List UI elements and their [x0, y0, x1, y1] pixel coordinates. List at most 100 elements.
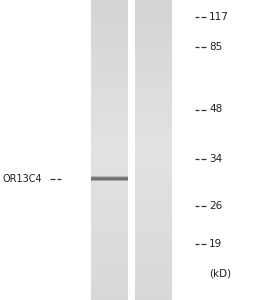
Bar — [135, 185, 172, 190]
Bar — [91, 160, 128, 165]
Bar — [91, 176, 128, 177]
Bar — [91, 270, 128, 275]
Bar — [135, 260, 172, 265]
Bar — [91, 85, 128, 90]
Bar — [135, 85, 172, 90]
Bar — [91, 180, 128, 185]
Bar — [135, 20, 172, 25]
Bar — [135, 230, 172, 235]
Bar — [91, 30, 128, 35]
Bar — [91, 45, 128, 50]
Bar — [91, 15, 128, 20]
Bar — [91, 240, 128, 245]
Bar — [135, 110, 172, 115]
Bar — [135, 150, 172, 155]
Bar — [91, 110, 128, 115]
Bar — [91, 179, 128, 180]
Bar — [91, 10, 128, 15]
Bar — [135, 115, 172, 120]
Bar — [91, 210, 128, 215]
Bar — [91, 60, 128, 65]
Bar — [135, 15, 172, 20]
Bar — [91, 95, 128, 100]
Bar — [91, 179, 128, 180]
Bar — [91, 145, 128, 150]
Bar — [135, 45, 172, 50]
Bar — [135, 135, 172, 140]
Bar — [91, 135, 128, 140]
Bar — [91, 215, 128, 220]
Bar — [91, 295, 128, 300]
Bar — [91, 170, 128, 175]
Bar — [91, 178, 128, 179]
Bar — [135, 70, 172, 75]
Text: 117: 117 — [209, 11, 229, 22]
Bar — [91, 70, 128, 75]
Bar — [91, 50, 128, 55]
Bar — [91, 150, 128, 155]
Bar — [135, 130, 172, 135]
Text: 85: 85 — [209, 41, 222, 52]
Bar — [128, 0, 135, 300]
Bar — [91, 140, 128, 145]
Bar — [135, 225, 172, 230]
Bar — [91, 220, 128, 225]
Text: 19: 19 — [209, 239, 222, 250]
Bar — [135, 60, 172, 65]
Bar — [91, 90, 128, 95]
Bar — [135, 35, 172, 40]
Bar — [91, 40, 128, 45]
Bar — [91, 265, 128, 270]
Bar — [135, 100, 172, 105]
Bar — [91, 225, 128, 230]
Bar — [135, 285, 172, 290]
Bar — [91, 75, 128, 80]
Bar — [91, 177, 128, 178]
Bar — [135, 125, 172, 130]
Bar — [135, 5, 172, 10]
Bar — [135, 280, 172, 285]
Bar — [135, 40, 172, 45]
Text: OR13C4: OR13C4 — [3, 173, 42, 184]
Bar — [135, 245, 172, 250]
Bar — [91, 280, 128, 285]
Text: 26: 26 — [209, 200, 222, 211]
Bar — [135, 80, 172, 85]
Bar — [91, 25, 128, 30]
Bar — [91, 120, 128, 125]
Bar — [135, 50, 172, 55]
Bar — [91, 180, 128, 181]
Bar — [135, 235, 172, 240]
Bar — [135, 200, 172, 205]
Bar — [91, 80, 128, 85]
Bar — [91, 65, 128, 70]
Bar — [135, 105, 172, 110]
Bar — [135, 140, 172, 145]
Bar — [91, 179, 128, 180]
Bar — [91, 176, 128, 177]
Bar — [135, 160, 172, 165]
Bar — [135, 295, 172, 300]
Bar — [135, 240, 172, 245]
Bar — [135, 190, 172, 195]
Bar — [135, 155, 172, 160]
Bar — [91, 285, 128, 290]
Bar — [91, 255, 128, 260]
Bar — [91, 205, 128, 210]
Bar — [91, 177, 128, 178]
Bar — [135, 90, 172, 95]
Bar — [135, 220, 172, 225]
Bar — [91, 165, 128, 170]
Bar — [135, 120, 172, 125]
Bar — [91, 100, 128, 105]
Bar — [135, 30, 172, 35]
Bar — [91, 176, 128, 177]
Bar — [135, 250, 172, 255]
Bar — [91, 5, 128, 10]
Bar — [91, 180, 128, 181]
Bar — [135, 25, 172, 30]
Bar — [91, 250, 128, 255]
Bar — [135, 215, 172, 220]
Bar — [91, 130, 128, 135]
Bar — [91, 115, 128, 120]
